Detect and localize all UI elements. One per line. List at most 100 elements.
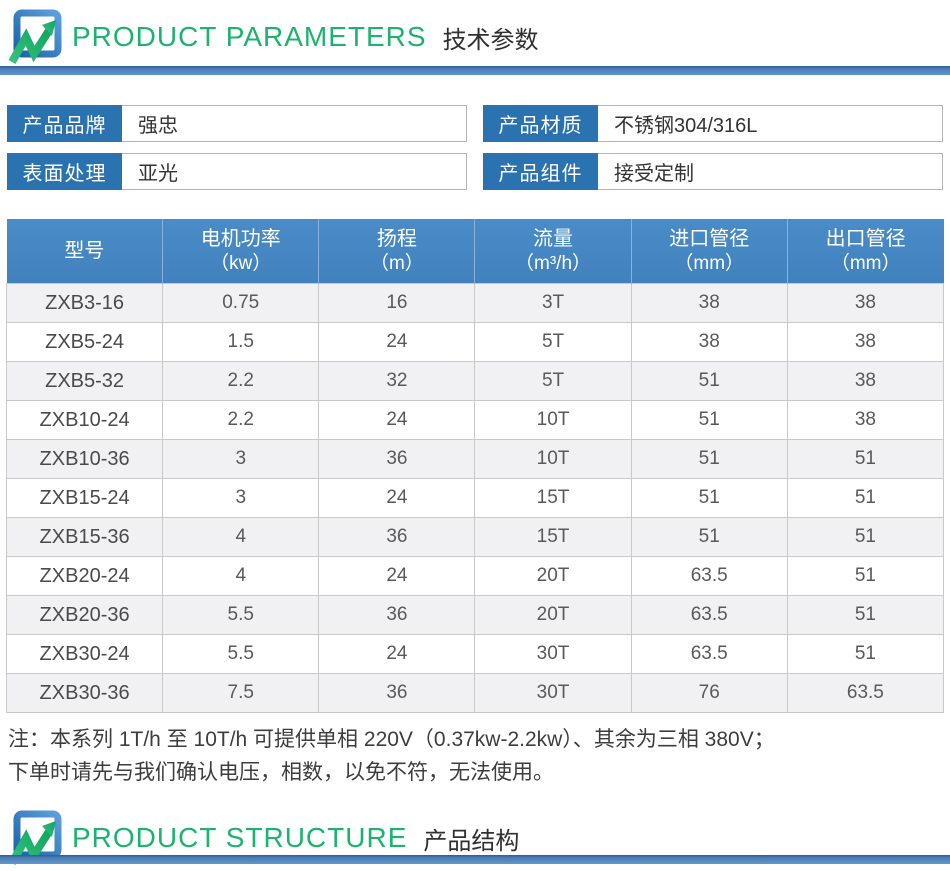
col-header-head: 扬程 （m） — [318, 219, 476, 284]
spec-table-body: ZXB3-16 0.75 16 3T 38 38 ZXB5-24 1.5 24 5T 38 38 ZXB… — [5, 283, 945, 713]
info-value: 强忠 — [122, 105, 467, 142]
spec-cell: 38 — [786, 400, 945, 440]
table-row: ZXB20-36 5.5 36 20T 63.5 51 — [5, 595, 945, 635]
spec-cell: 3 — [162, 439, 320, 479]
note-line-2: 下单时请先与我们确认电压，相数，以免不符，无法使用。 — [8, 761, 554, 784]
info-label: 产品品牌 — [7, 105, 122, 142]
spec-cell: 63.5 — [630, 634, 788, 674]
spec-cell: 30T — [474, 634, 632, 674]
model-cell: ZXB20-24 — [5, 556, 164, 596]
spec-cell: 38 — [786, 361, 945, 401]
model-cell: ZXB30-24 — [5, 634, 164, 674]
spec-cell: 63.5 — [630, 556, 788, 596]
structure-title-en: PRODUCT STRUCTURE — [72, 822, 408, 853]
info-value: 接受定制 — [598, 153, 943, 190]
spec-cell: 38 — [630, 322, 788, 362]
parameters-title-en: PRODUCT PARAMETERS — [72, 21, 427, 52]
spec-cell: 51 — [786, 517, 945, 557]
spec-table-header: 型号 电机功率 （kw） 扬程 （m） 流量 （m³/h） 进口管径 （mm） — [6, 219, 944, 284]
spec-table: 型号 电机功率 （kw） 扬程 （m） 流量 （m³/h） 进口管径 （mm） — [5, 219, 945, 713]
model-cell: ZXB10-36 — [5, 439, 164, 479]
spec-cell: 51 — [786, 595, 945, 635]
model-cell: ZXB30-36 — [5, 673, 164, 713]
brand-logo-icon — [8, 9, 62, 65]
spec-cell: 5T — [474, 361, 632, 401]
parameters-section-header: PRODUCT PARAMETERS 技术参数 — [0, 0, 950, 66]
spec-cell: 38 — [786, 322, 945, 362]
spec-cell: 24 — [318, 478, 476, 518]
model-cell: ZXB10-24 — [5, 400, 164, 440]
model-cell: ZXB15-24 — [5, 478, 164, 518]
spec-cell: 32 — [318, 361, 476, 401]
spec-cell: 10T — [474, 400, 632, 440]
spec-cell: 5T — [474, 322, 632, 362]
spec-cell: 3 — [162, 478, 320, 518]
spec-cell: 4 — [162, 517, 320, 557]
spec-cell: 2.2 — [162, 361, 320, 401]
spec-cell: 51 — [786, 478, 945, 518]
table-row: ZXB5-24 1.5 24 5T 38 38 — [5, 322, 945, 362]
col-header-outlet-diameter: 出口管径 （mm） — [787, 219, 944, 284]
table-row: ZXB20-24 4 24 20T 63.5 51 — [5, 556, 945, 596]
parameters-title-zh: 技术参数 — [442, 26, 539, 54]
model-cell: ZXB15-36 — [5, 517, 164, 557]
model-cell: ZXB20-36 — [5, 595, 164, 635]
spec-cell: 24 — [318, 556, 476, 596]
table-row: ZXB5-32 2.2 32 5T 51 38 — [5, 361, 945, 401]
model-cell: ZXB3-16 — [5, 283, 164, 323]
spec-cell: 3T — [474, 283, 632, 323]
info-field-material: 产品材质 不锈钢304/316L — [483, 105, 943, 142]
spec-cell: 51 — [630, 361, 788, 401]
section-divider — [0, 855, 950, 864]
info-field-surface: 表面处理 亚光 — [7, 153, 467, 190]
spec-cell: 51 — [786, 634, 945, 674]
spec-cell: 51 — [786, 439, 945, 479]
spec-cell: 38 — [630, 283, 788, 323]
voltage-note: 注：本系列 1T/h 至 10T/h 可提供单相 220V（0.37kw-2.2… — [8, 723, 942, 789]
table-row: ZXB30-24 5.5 24 30T 63.5 51 — [5, 634, 945, 674]
note-line-1: 注：本系列 1T/h 至 10T/h 可提供单相 220V（0.37kw-2.2… — [8, 728, 775, 751]
spec-cell: 51 — [630, 439, 788, 479]
spec-cell: 15T — [474, 517, 632, 557]
spec-cell: 15T — [474, 478, 632, 518]
section-divider — [0, 66, 950, 75]
col-header-flow: 流量 （m³/h） — [474, 219, 632, 284]
spec-cell: 51 — [630, 400, 788, 440]
spec-cell: 51 — [630, 517, 788, 557]
structure-title-zh: 产品结构 — [423, 827, 520, 855]
spec-cell: 5.5 — [162, 595, 320, 635]
spec-cell: 36 — [318, 439, 476, 479]
spec-cell: 63.5 — [786, 673, 945, 713]
spec-cell: 63.5 — [630, 595, 788, 635]
spec-cell: 4 — [162, 556, 320, 596]
spec-cell: 36 — [318, 517, 476, 557]
spec-cell: 24 — [318, 400, 476, 440]
spec-cell: 5.5 — [162, 634, 320, 674]
info-value: 不锈钢304/316L — [598, 105, 943, 142]
model-cell: ZXB5-32 — [5, 361, 164, 401]
spec-cell: 1.5 — [162, 322, 320, 362]
spec-cell: 30T — [474, 673, 632, 713]
spec-cell: 51 — [786, 556, 945, 596]
structure-section-header: PRODUCT STRUCTURE 产品结构 — [0, 801, 950, 867]
spec-cell: 36 — [318, 595, 476, 635]
spec-cell: 16 — [318, 283, 476, 323]
table-row: ZXB10-24 2.2 24 10T 51 38 — [5, 400, 945, 440]
table-row: ZXB3-16 0.75 16 3T 38 38 — [5, 283, 945, 323]
col-header-inlet-diameter: 进口管径 （mm） — [631, 219, 788, 284]
product-info-grid: 产品品牌 强忠 产品材质 不锈钢304/316L 表面处理 亚光 产品组件 接受… — [7, 105, 943, 190]
info-label: 产品组件 — [483, 153, 598, 190]
col-header-model: 型号 — [6, 219, 164, 284]
spec-cell: 7.5 — [162, 673, 320, 713]
info-field-component: 产品组件 接受定制 — [483, 153, 943, 190]
spec-cell: 51 — [630, 478, 788, 518]
spec-cell: 24 — [318, 634, 476, 674]
spec-cell: 20T — [474, 595, 632, 635]
spec-cell: 0.75 — [162, 283, 320, 323]
spec-cell: 10T — [474, 439, 632, 479]
table-row: ZXB30-36 7.5 36 30T 76 63.5 — [5, 673, 945, 713]
table-row: ZXB15-24 3 24 15T 51 51 — [5, 478, 945, 518]
table-row: ZXB15-36 4 36 15T 51 51 — [5, 517, 945, 557]
info-field-brand: 产品品牌 强忠 — [7, 105, 467, 142]
